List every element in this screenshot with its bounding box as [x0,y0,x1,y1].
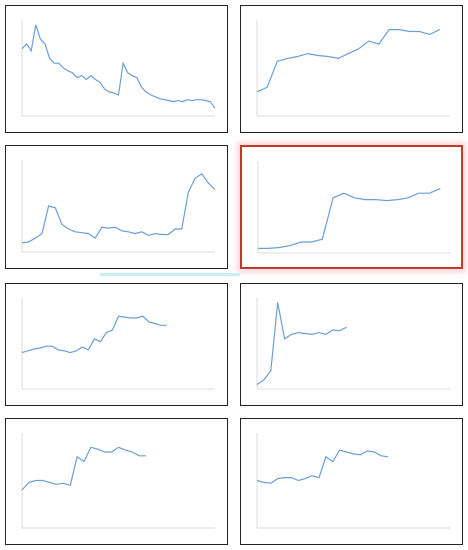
data-line [256,449,389,484]
data-line [21,446,147,491]
chart-panel[interactable] [240,283,463,406]
chart-panel[interactable] [240,145,463,269]
chart [257,161,451,254]
data-line [256,302,347,385]
chart [21,20,216,117]
chart-panel[interactable] [5,145,228,269]
chart-panel[interactable] [5,5,228,133]
chart [21,298,215,390]
selection-indicator [100,273,240,276]
chart-panel[interactable] [240,5,463,133]
data-line [21,315,167,354]
data-line [21,24,216,109]
chart [256,298,450,390]
data-line [256,29,441,93]
chart-panel[interactable] [5,283,228,406]
chart [21,433,215,529]
chart [256,433,450,529]
chart [256,20,450,117]
data-line [258,188,441,249]
data-line [21,172,216,244]
chart [21,160,216,253]
chart-panel[interactable] [240,418,463,545]
chart-panel[interactable] [5,418,228,545]
